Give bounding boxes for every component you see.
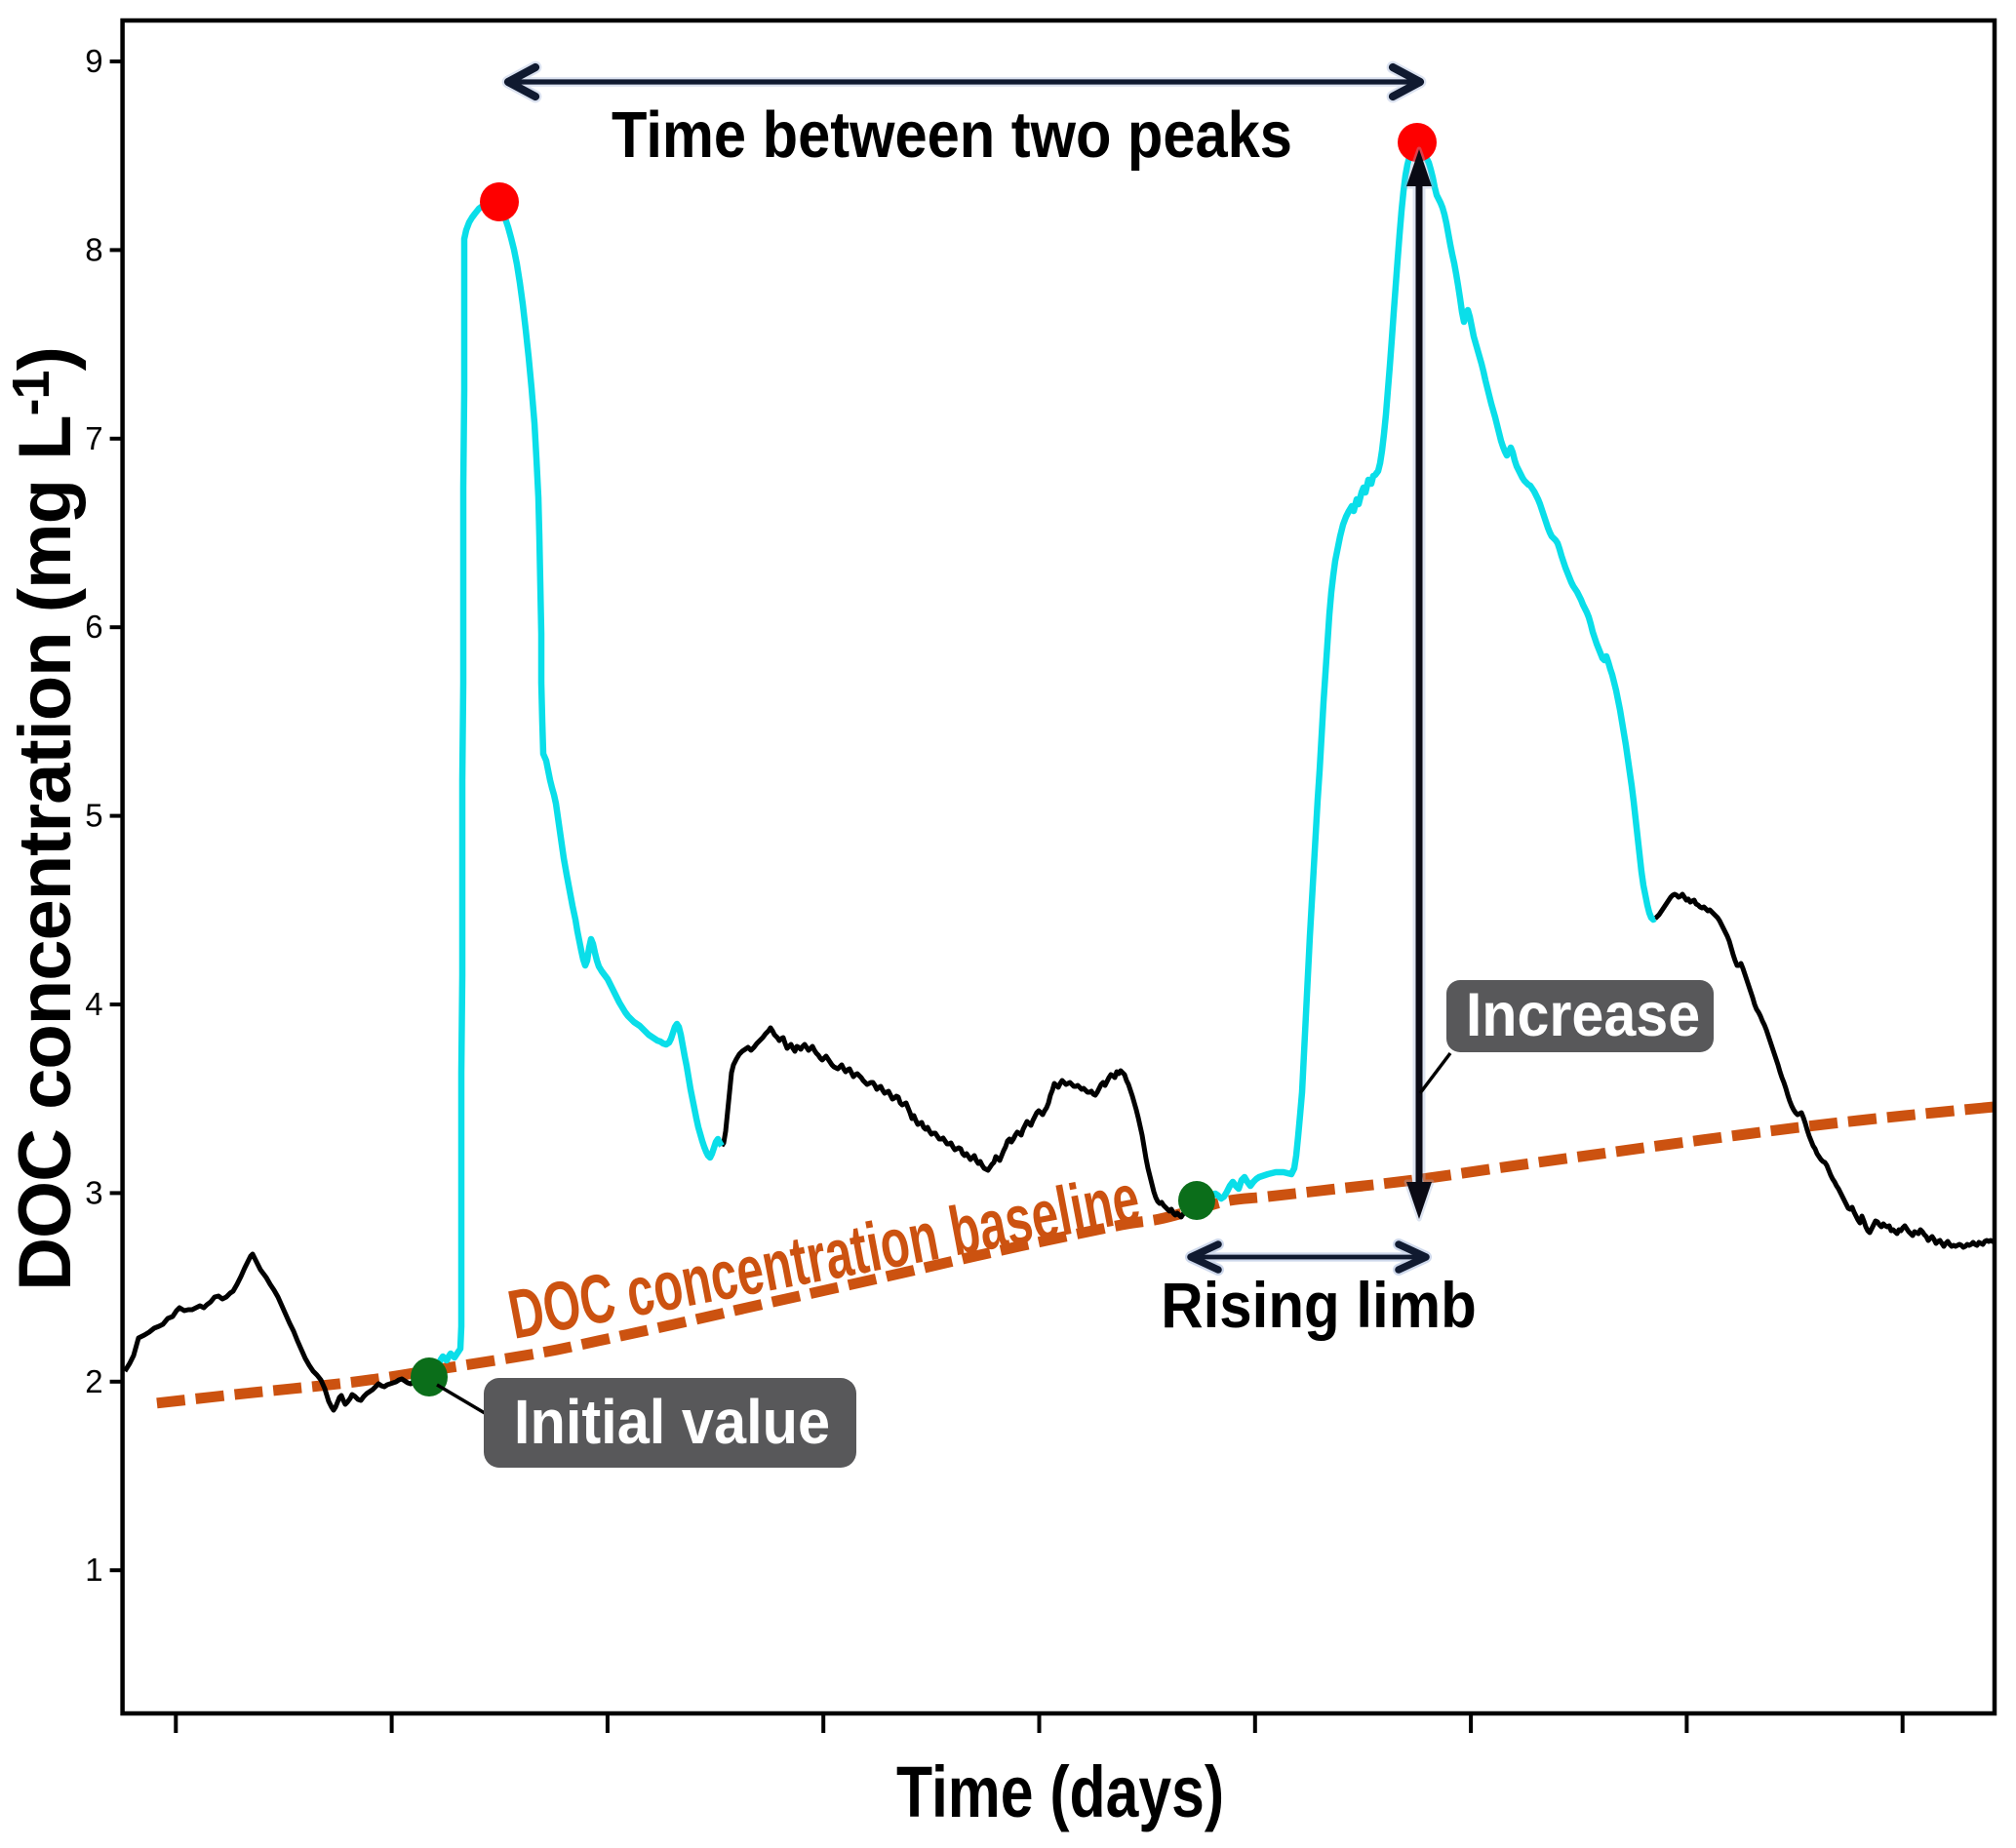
svg-text:7: 7 [85,420,102,456]
svg-text:3: 3 [85,1174,102,1210]
svg-text:Rising limb: Rising limb [1161,1270,1477,1341]
svg-text:DOC concentration (mg L-1): DOC concentration (mg L-1) [2,347,87,1291]
svg-text:1: 1 [85,1552,102,1588]
svg-text:Time between two peaks: Time between two peaks [612,99,1292,172]
svg-text:4: 4 [85,986,102,1022]
svg-text:Initial value: Initial value [514,1388,830,1457]
svg-text:Time (days): Time (days) [896,1752,1224,1832]
svg-text:Increase: Increase [1466,980,1700,1048]
svg-text:5: 5 [85,798,102,834]
svg-text:8: 8 [85,231,102,267]
svg-text:6: 6 [85,609,102,645]
svg-text:9: 9 [85,43,102,79]
svg-text:2: 2 [85,1363,102,1399]
